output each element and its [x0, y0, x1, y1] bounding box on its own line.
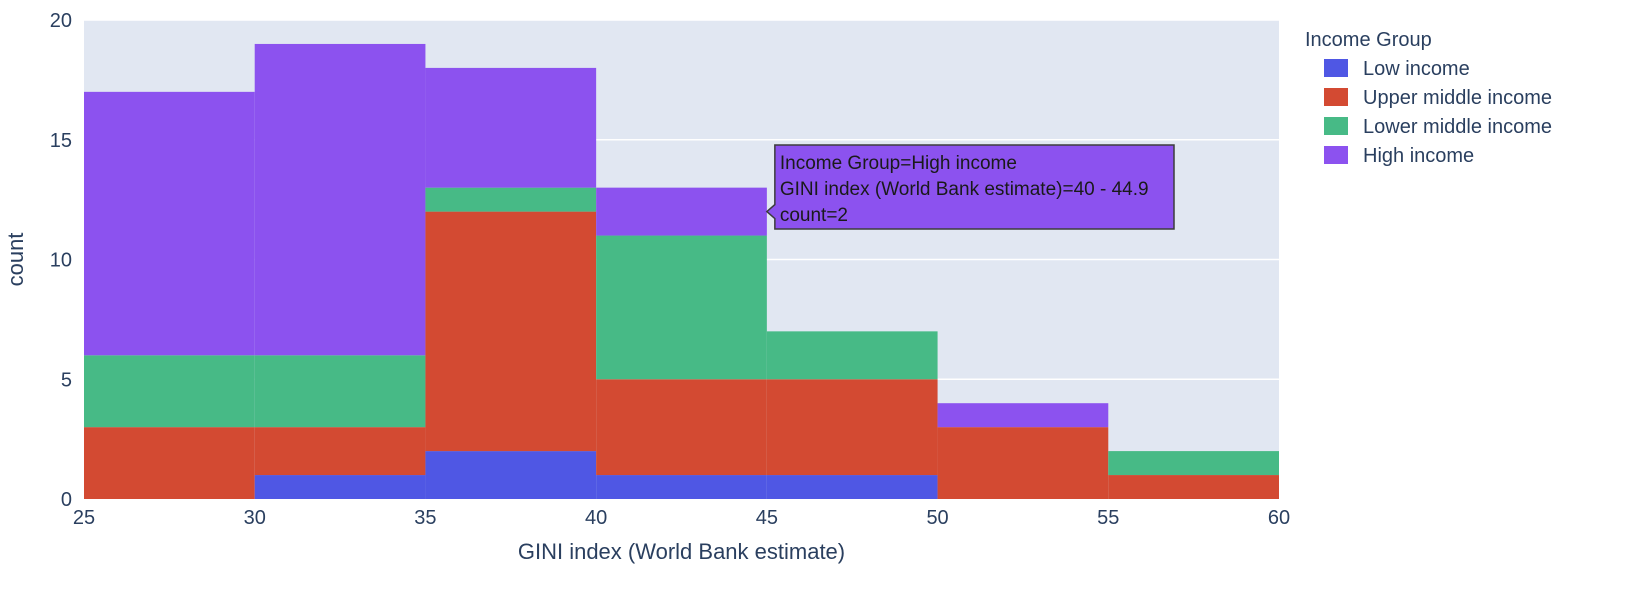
- bar-segment[interactable]: [254, 427, 426, 476]
- bar-segment[interactable]: [84, 355, 255, 428]
- bar-segment[interactable]: [766, 475, 938, 499]
- bar-segment[interactable]: [254, 355, 426, 428]
- legend-item-label[interactable]: High income: [1363, 145, 1474, 167]
- x-tick-label: 40: [585, 507, 607, 529]
- legend-swatch[interactable]: [1324, 59, 1348, 77]
- bar-segment[interactable]: [766, 379, 938, 476]
- x-tick-label: 55: [1097, 507, 1119, 529]
- legend-swatch[interactable]: [1324, 117, 1348, 135]
- bar-segment[interactable]: [84, 427, 255, 499]
- y-axis-label: count: [3, 233, 28, 287]
- bar-segment[interactable]: [937, 403, 1109, 428]
- bar-segment[interactable]: [596, 235, 767, 380]
- bar-segment[interactable]: [937, 427, 1109, 499]
- x-tick-label: 25: [73, 507, 95, 529]
- y-tick-label: 20: [50, 10, 72, 32]
- bars: [84, 43, 1279, 499]
- x-tick-label: 45: [756, 507, 778, 529]
- y-tick-label: 0: [61, 489, 72, 511]
- tooltip-line: count=2: [780, 205, 848, 226]
- bar-segment[interactable]: [425, 451, 597, 499]
- y-axis-ticks: 0 5 10 15 20: [50, 10, 72, 511]
- bar-segment[interactable]: [425, 67, 597, 188]
- x-tick-label: 60: [1268, 507, 1290, 529]
- tooltip-line: Income Group=High income: [780, 153, 1017, 174]
- bar-segment[interactable]: [1108, 475, 1279, 499]
- bar-segment[interactable]: [1108, 451, 1279, 476]
- legend: Income Group Low income Upper middle inco…: [1305, 29, 1552, 167]
- bar-segment[interactable]: [254, 475, 426, 499]
- x-tick-label: 35: [414, 507, 436, 529]
- legend-item-label[interactable]: Lower middle income: [1363, 116, 1552, 138]
- tooltip-line: GINI index (World Bank estimate)=40 - 44…: [780, 179, 1149, 200]
- bar-segment[interactable]: [254, 43, 426, 356]
- legend-item-label[interactable]: Upper middle income: [1363, 87, 1552, 109]
- y-tick-label: 10: [50, 250, 72, 272]
- bar-segment[interactable]: [84, 91, 255, 356]
- legend-item-label[interactable]: Low income: [1363, 58, 1470, 80]
- y-tick-label: 15: [50, 130, 72, 152]
- legend-title: Income Group: [1305, 29, 1432, 51]
- bar-segment[interactable]: [425, 187, 597, 212]
- y-tick-label: 5: [61, 369, 72, 391]
- bar-segment[interactable]: [766, 331, 938, 380]
- bar-segment[interactable]: [596, 475, 767, 499]
- bar-segment[interactable]: [596, 187, 767, 236]
- bar-segment[interactable]: [596, 379, 767, 476]
- tooltip: Income Group=High income GINI index (Worl…: [765, 144, 1175, 230]
- x-axis-ticks: 25 30 35 40 45 50 55 60: [73, 507, 1290, 529]
- x-tick-label: 50: [926, 507, 948, 529]
- bar-segment[interactable]: [425, 211, 597, 452]
- legend-swatch[interactable]: [1324, 88, 1348, 106]
- x-tick-label: 30: [244, 507, 266, 529]
- tooltip-box: [765, 144, 1175, 230]
- x-axis-label: GINI index (World Bank estimate): [518, 539, 845, 564]
- legend-swatch[interactable]: [1324, 146, 1348, 164]
